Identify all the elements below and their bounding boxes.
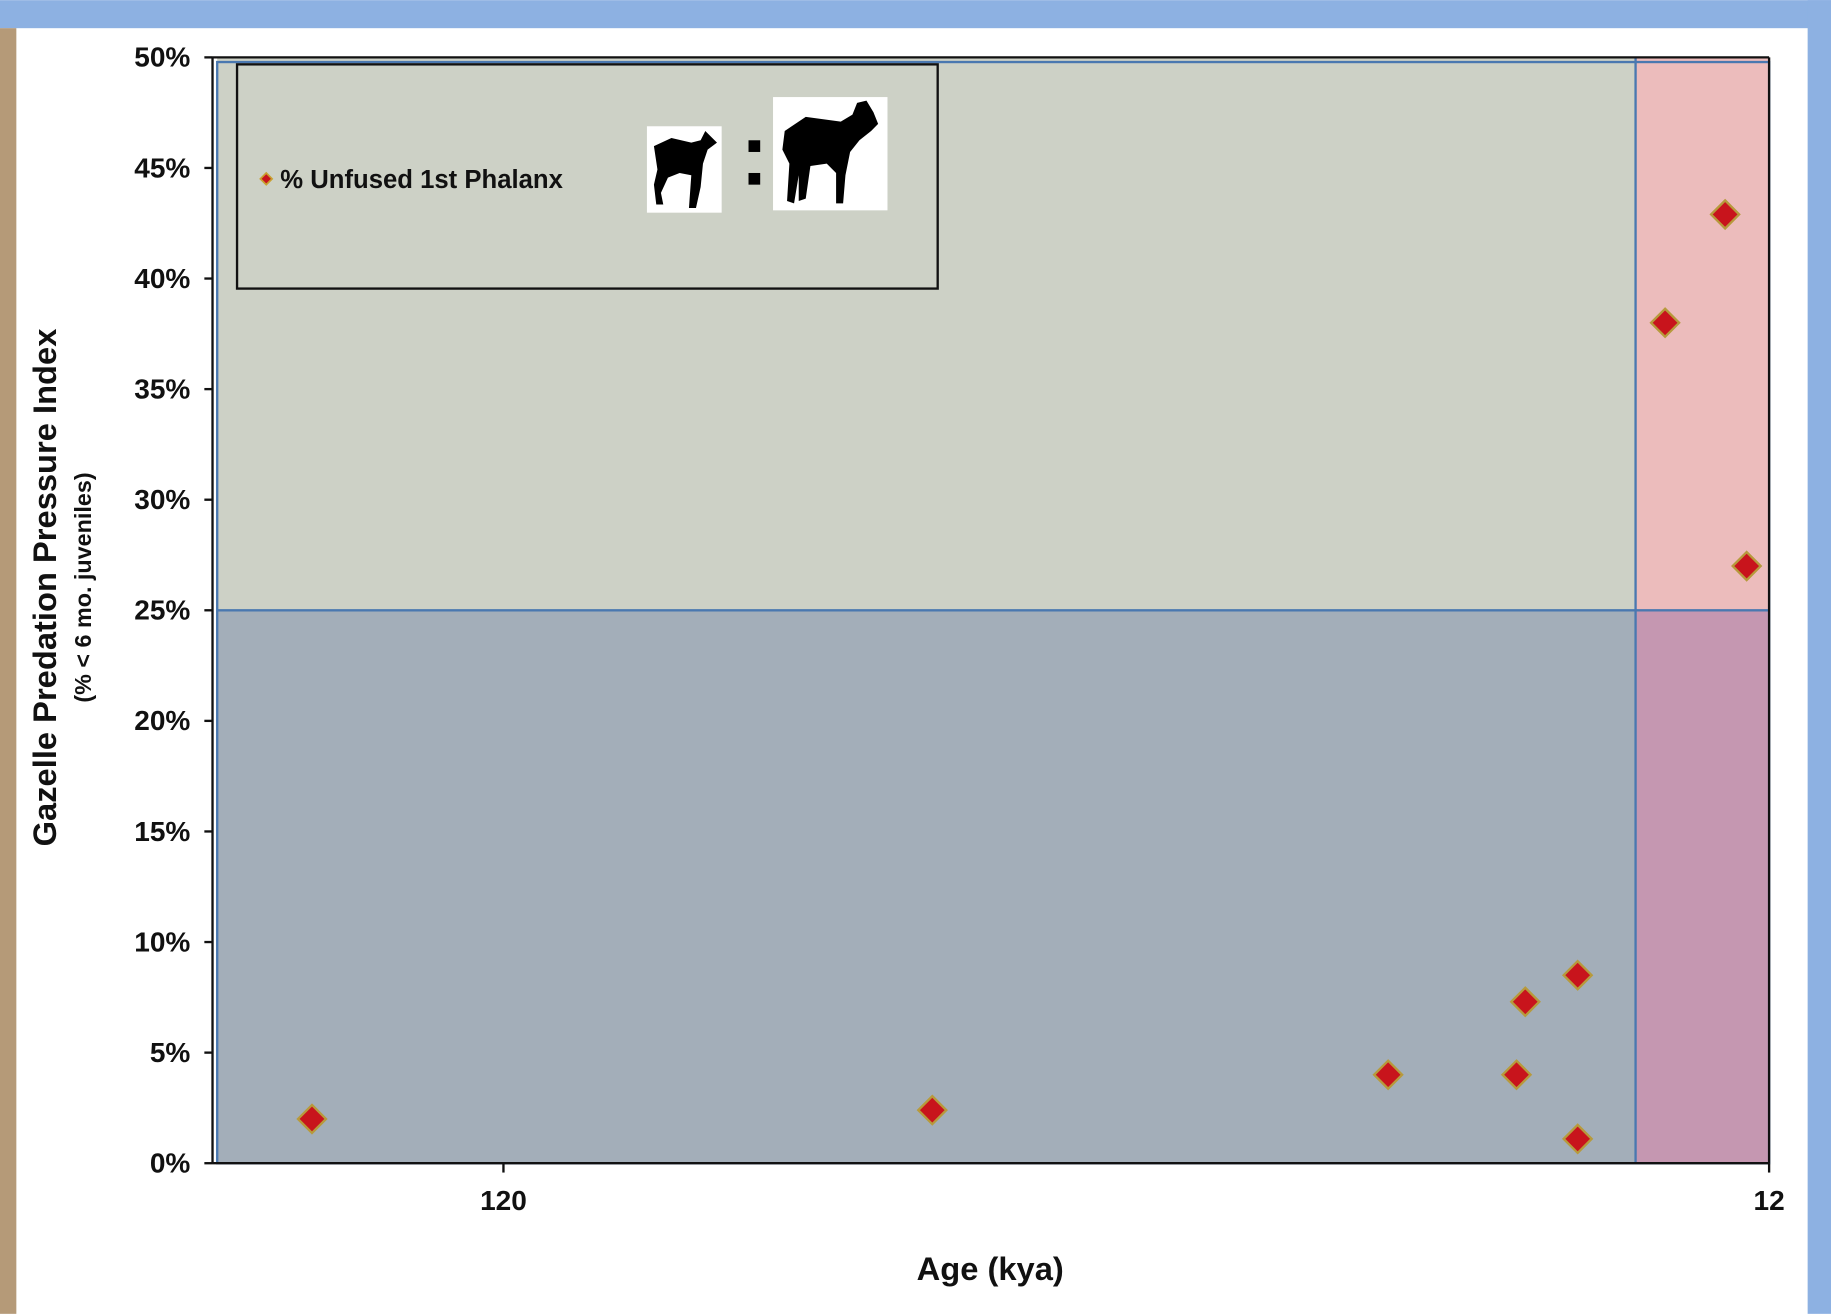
point xyxy=(1709,198,1741,231)
point xyxy=(296,1103,328,1135)
y-tick-label: 50% xyxy=(134,42,190,73)
point xyxy=(1561,959,1594,991)
y-tick-label: 15% xyxy=(134,816,190,847)
x-axis-label: Age (kya) xyxy=(917,1250,1064,1287)
y-tick-label: 40% xyxy=(134,263,190,294)
y-tick-label: 5% xyxy=(150,1037,191,1068)
ratio-dot xyxy=(748,140,761,152)
y-tick-label: 45% xyxy=(134,152,190,183)
point xyxy=(1509,986,1541,1018)
point xyxy=(916,1094,948,1126)
y-tick-label: 0% xyxy=(150,1148,191,1179)
ratio-dot xyxy=(748,172,761,185)
top-bar xyxy=(0,0,1831,29)
y-tick-label: 10% xyxy=(134,926,190,957)
region-recent-low xyxy=(1635,610,1770,1164)
legend-label: % Unfused 1st Phalanx xyxy=(280,166,563,194)
y-tick-label: 20% xyxy=(134,705,190,736)
point xyxy=(1561,1123,1594,1155)
x-tick-label: 12 xyxy=(1754,1185,1785,1216)
y-tick-label: 25% xyxy=(134,595,190,626)
right-bar xyxy=(1807,0,1831,1314)
y-tick-label: 35% xyxy=(134,373,190,404)
left-strip xyxy=(0,28,17,1314)
legend: % Unfused 1st Phalanx xyxy=(235,63,939,290)
point xyxy=(1372,1059,1404,1091)
icon-gazelle xyxy=(782,100,879,204)
region-low xyxy=(217,610,1636,1164)
icon-fawn xyxy=(653,130,717,209)
legend-marker xyxy=(259,171,274,186)
point xyxy=(1500,1059,1533,1091)
x-tick-label: 120 xyxy=(480,1185,527,1216)
region-recent-high xyxy=(1635,57,1770,611)
y-tick-label: 30% xyxy=(134,484,190,515)
point xyxy=(1731,550,1763,582)
point xyxy=(1649,307,1681,339)
y-axis-label: Gazelle Predation Pressure Index xyxy=(26,329,63,847)
y-axis-sublabel: (% < 6 mo. juveniles) xyxy=(70,472,96,702)
